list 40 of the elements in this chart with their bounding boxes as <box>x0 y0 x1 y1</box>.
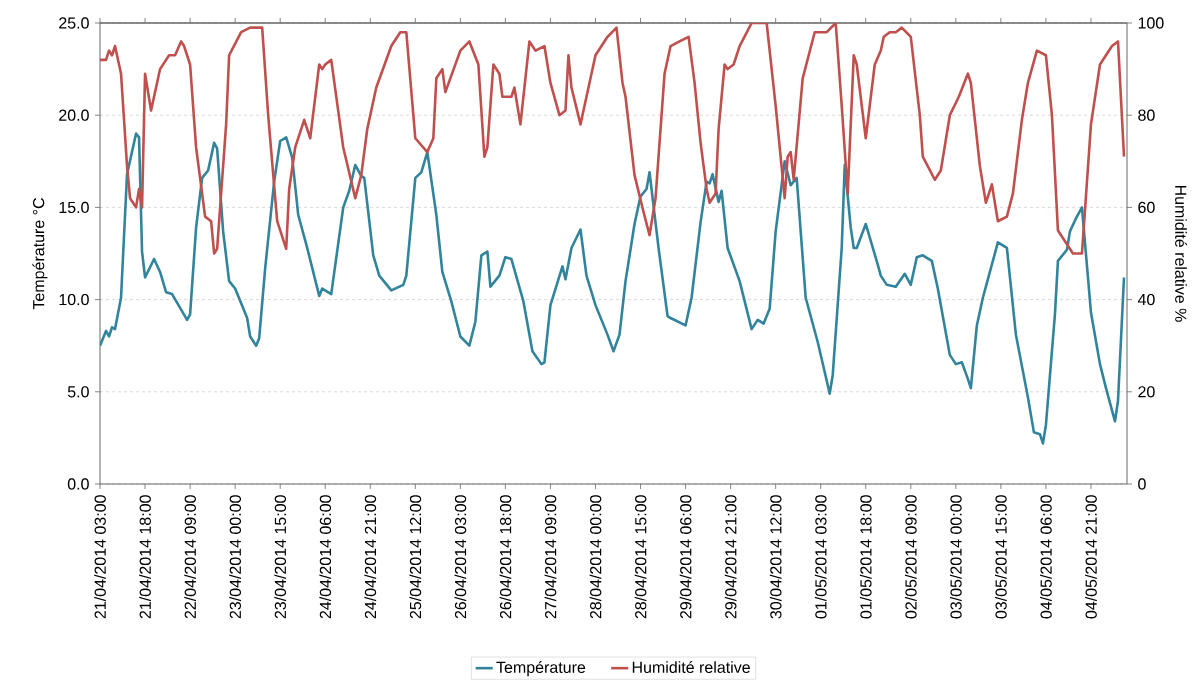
x-tick-label: 24/04/2014 21:00 <box>364 495 377 619</box>
y-tick-label: 20.0 <box>59 109 89 121</box>
x-tick-label: 21/04/2014 03:00 <box>94 495 106 619</box>
x-tick-label: 26/04/2014 03:00 <box>454 495 467 619</box>
y-tick-label: 0.0 <box>67 478 89 490</box>
y2-tick-label: 100 <box>1138 17 1164 29</box>
legend-label: Température <box>496 661 586 677</box>
y2-tick-label: 60 <box>1138 201 1155 214</box>
x-tick-label: 04/05/2014 21:00 <box>1085 495 1097 619</box>
y2-tick-label: 0 <box>1138 478 1146 490</box>
x-tick-label: 02/05/2014 09:00 <box>904 495 917 619</box>
y2-tick-label: 20 <box>1138 386 1155 398</box>
y-tick-label: 25.0 <box>59 17 89 29</box>
y2-axis-title: Humidité relative % <box>1175 185 1188 322</box>
x-tick-label: 03/05/2014 15:00 <box>995 495 1007 619</box>
y-tick-label: 5.0 <box>67 386 89 398</box>
x-tick-label: 03/05/2014 00:00 <box>949 495 962 619</box>
x-tick-label: 30/04/2014 12:00 <box>769 495 782 619</box>
y2-tick-label: 80 <box>1138 109 1155 121</box>
x-tick-label: 29/04/2014 21:00 <box>724 495 737 619</box>
x-tick-label: 01/05/2014 03:00 <box>814 495 827 619</box>
y2-tick-label: 40 <box>1137 293 1155 306</box>
x-tick-label: 23/04/2014 15:00 <box>274 495 287 619</box>
x-tick-label: 29/04/2014 06:00 <box>679 495 692 619</box>
legend-label: Humidité relative <box>632 661 750 673</box>
x-tick-label: 23/04/2014 00:00 <box>229 495 242 619</box>
y-axis-title: Température °C <box>32 198 48 310</box>
x-tick-label: 22/04/2014 09:00 <box>184 495 196 619</box>
x-tick-label: 27/04/2014 09:00 <box>544 495 557 619</box>
x-tick-label: 26/04/2014 18:00 <box>499 495 512 619</box>
x-tick-label: 25/04/2014 12:00 <box>409 495 422 619</box>
x-tick-label: 01/05/2014 18:00 <box>859 495 872 619</box>
x-tick-label: 24/04/2014 06:00 <box>319 495 332 619</box>
x-tick-label: 04/05/2014 06:00 <box>1040 495 1052 619</box>
y-tick-label: 10.0 <box>59 293 89 306</box>
x-tick-label: 21/04/2014 18:00 <box>139 495 151 619</box>
x-tick-label: 28/04/2014 00:00 <box>589 495 602 619</box>
y-tick-label: 15.0 <box>59 201 89 214</box>
line-series <box>100 132 1126 445</box>
x-tick-label: 28/04/2014 15:00 <box>634 495 647 619</box>
